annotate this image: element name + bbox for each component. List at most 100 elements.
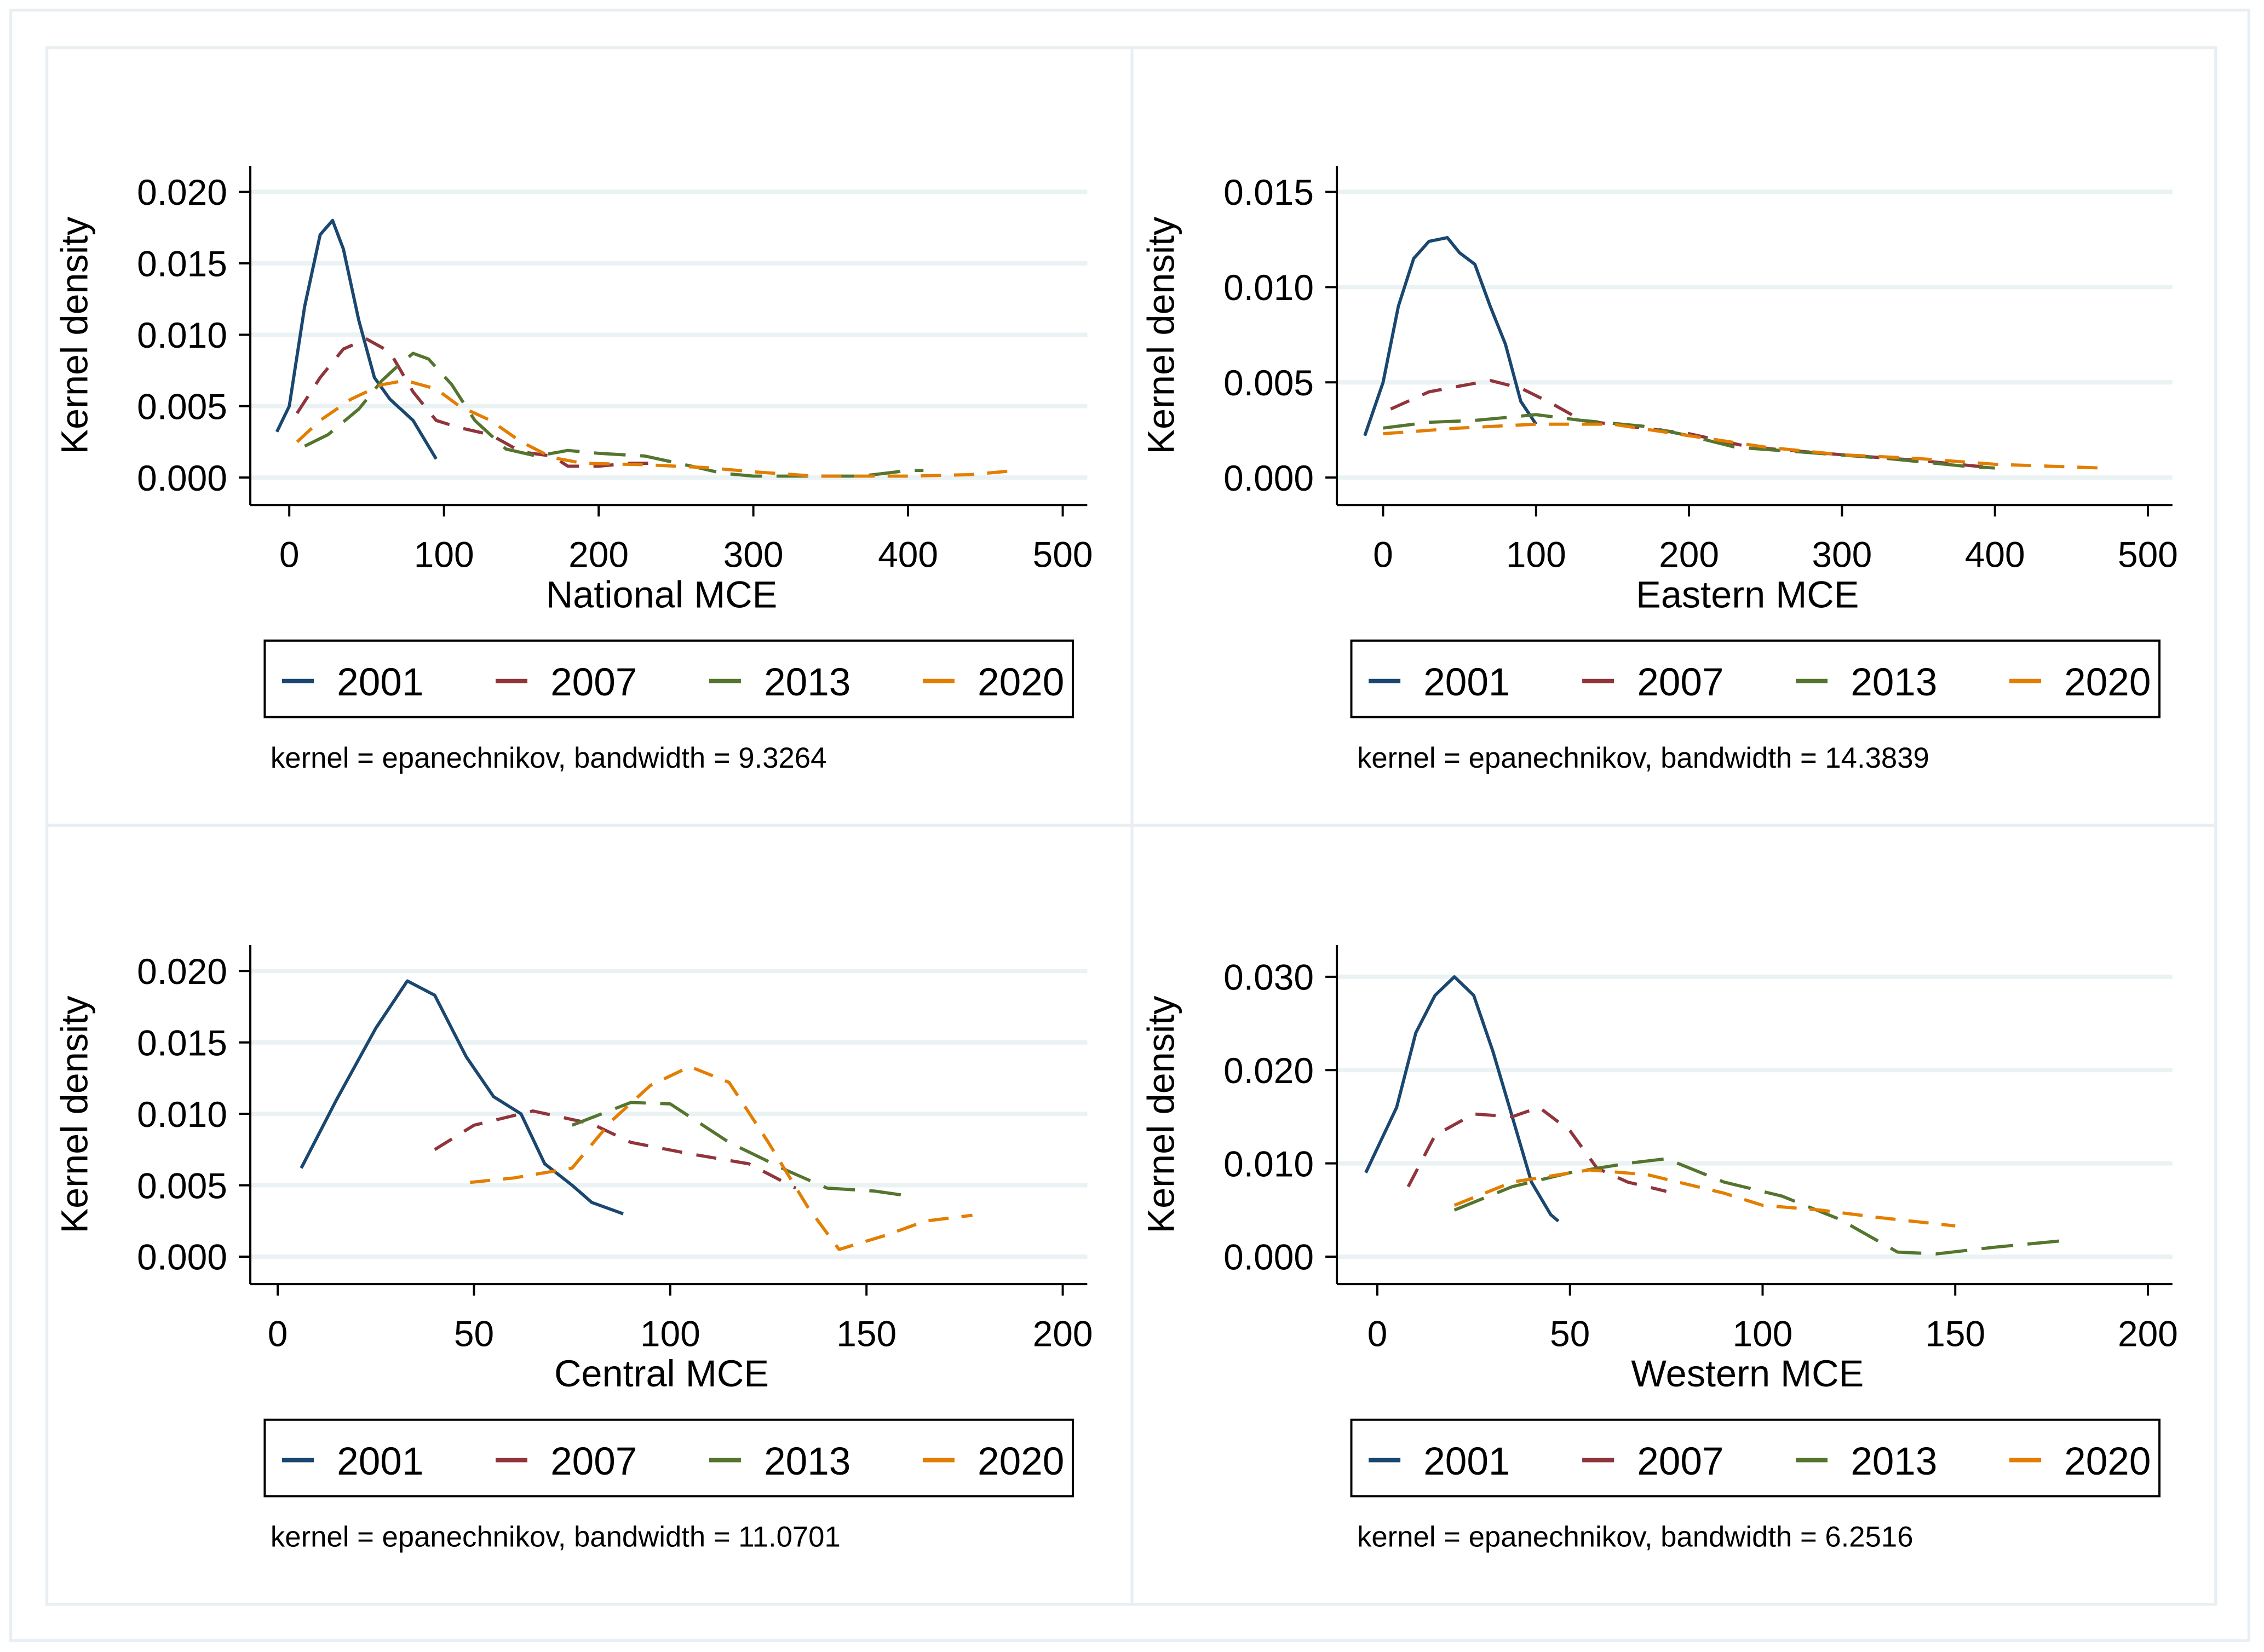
y-tick-label: 0.005 [137,386,227,427]
legend-item-2020: 2020 [922,1440,1064,1483]
series-line-2020 [296,378,1016,478]
y-tick-label: 0.020 [137,951,227,992]
legend-label: 2013 [764,661,851,704]
legend-item-2007: 2007 [495,661,637,704]
y-tick-label: 0.000 [137,458,227,498]
y-axis-title: Kernel density [53,995,95,1234]
y-tick-label: 0.010 [137,315,227,355]
legend-label: 2007 [1637,1440,1723,1483]
y-tick-label: 0.030 [1223,957,1314,998]
legend-label: 2020 [2064,1440,2151,1483]
y-tick-label: 0.010 [1223,1143,1314,1184]
x-tick-label: 0 [1373,534,1393,575]
legend-item-2007: 2007 [495,1440,637,1483]
legend-label: 2001 [337,661,423,704]
x-tick-label: 100 [414,534,474,575]
legend-item-2020: 2020 [2009,1440,2151,1483]
legend-label: 2007 [550,1440,637,1483]
x-axis-title: Western MCE [1631,1352,1864,1395]
x-tick-label: 200 [2118,1313,2178,1354]
x-tick-label: 100 [1506,534,1566,575]
y-tick-label: 0.000 [137,1237,227,1277]
legend: 2001 2007 2013 2020 [263,639,1074,718]
y-axis-title: Kernel density [1140,216,1182,454]
x-tick-label: 0 [268,1313,288,1354]
x-tick-label: 300 [1812,534,1872,575]
legend-item-2001: 2001 [282,661,423,704]
panel-national: 0.000 0.005 0.010 0.015 0.020 0 100 200 300 400 50… [53,166,1093,774]
y-tick-label: 0.010 [137,1094,227,1135]
legend-item-2020: 2020 [2009,661,2151,704]
y-tick-label: 0.000 [1223,458,1314,498]
legend-label: 2001 [1423,1440,1510,1483]
x-tick-label: 150 [1925,1313,1985,1354]
legend: 2001 2007 2013 2020 [1350,1418,2161,1498]
y-tick-label: 0.015 [1223,172,1314,212]
y-tick-label: 0.020 [137,172,227,212]
x-tick-label: 50 [1550,1313,1590,1354]
x-tick-label: 500 [2118,534,2178,575]
panel-central: 0.000 0.005 0.010 0.015 0.020 0 50 100 150 200 Cen… [53,945,1093,1553]
y-tick-label: 0.015 [137,244,227,284]
x-tick-label: 150 [836,1313,897,1354]
legend-label: 2007 [1637,661,1723,704]
legend-item-2007: 2007 [1582,661,1723,704]
series-line-2020 [470,1065,973,1251]
x-tick-label: 200 [1659,534,1719,575]
x-axis-title: Central MCE [554,1352,769,1395]
legend-label: 2020 [2064,661,2151,704]
series-line-2001 [1364,975,1560,1223]
x-tick-label: 0 [279,534,300,575]
legend-item-2001: 2001 [1369,1440,1510,1483]
x-tick-label: 100 [1733,1313,1793,1354]
x-axis-title: Eastern MCE [1636,573,1859,615]
legend-label: 2020 [978,1440,1064,1483]
legend-item-2013: 2013 [1796,661,1937,704]
y-tick-label: 0.005 [137,1165,227,1206]
series-line-2001 [300,979,624,1216]
legend-item-2013: 2013 [709,1440,851,1483]
x-tick-label: 50 [454,1313,494,1354]
legend-item-2001: 2001 [1369,661,1510,704]
y-tick-label: 0.000 [1223,1237,1314,1277]
legend-box [263,1418,1074,1498]
series-line-2020 [1383,422,2102,470]
y-tick-label: 0.015 [137,1022,227,1063]
x-axis-title: National MCE [546,573,778,615]
legend-label: 2020 [978,661,1064,704]
legend: 2001 2007 2013 2020 [1350,639,2161,718]
kernel-note: kernel = epanechnikov, bandwidth = 14.38… [1357,742,1929,774]
legend-item-2001: 2001 [282,1440,423,1483]
series-line-2001 [275,218,438,460]
legend-label: 2001 [337,1440,423,1483]
series-line-2007 [1406,1106,1667,1193]
x-tick-label: 400 [1965,534,2025,575]
legend-item-2007: 2007 [1582,1440,1723,1483]
legend-item-2020: 2020 [922,661,1064,704]
legend-label: 2013 [1851,661,1937,704]
x-tick-label: 300 [723,534,784,575]
y-axis-title: Kernel density [53,216,95,454]
kernel-note: kernel = epanechnikov, bandwidth = 9.326… [271,742,826,774]
legend-label: 2013 [764,1440,851,1483]
y-tick-label: 0.005 [1223,362,1314,403]
x-tick-label: 100 [640,1313,700,1354]
legend-label: 2001 [1423,661,1510,704]
x-tick-label: 200 [568,534,629,575]
legend-item-2013: 2013 [709,661,851,704]
series-line-2007 [434,1109,797,1190]
x-tick-label: 0 [1367,1313,1388,1354]
legend: 2001 2007 2013 2020 [263,1418,1074,1498]
series-line-2007 [295,337,661,468]
kernel-note: kernel = epanechnikov, bandwidth = 6.251… [1357,1521,1913,1553]
series-line-2020 [1453,1168,1956,1228]
y-axis-title: Kernel density [1140,995,1182,1234]
y-tick-label: 0.020 [1223,1050,1314,1091]
series-line-2013 [571,1101,914,1199]
x-tick-label: 200 [1033,1313,1093,1354]
x-tick-label: 400 [878,534,938,575]
series-line-2001 [1363,236,1538,436]
kernel-note: kernel = epanechnikov, bandwidth = 11.07… [271,1521,841,1553]
panel-eastern: 0.000 0.005 0.010 0.015 0 100 200 300 400 500 East… [1140,166,2178,774]
